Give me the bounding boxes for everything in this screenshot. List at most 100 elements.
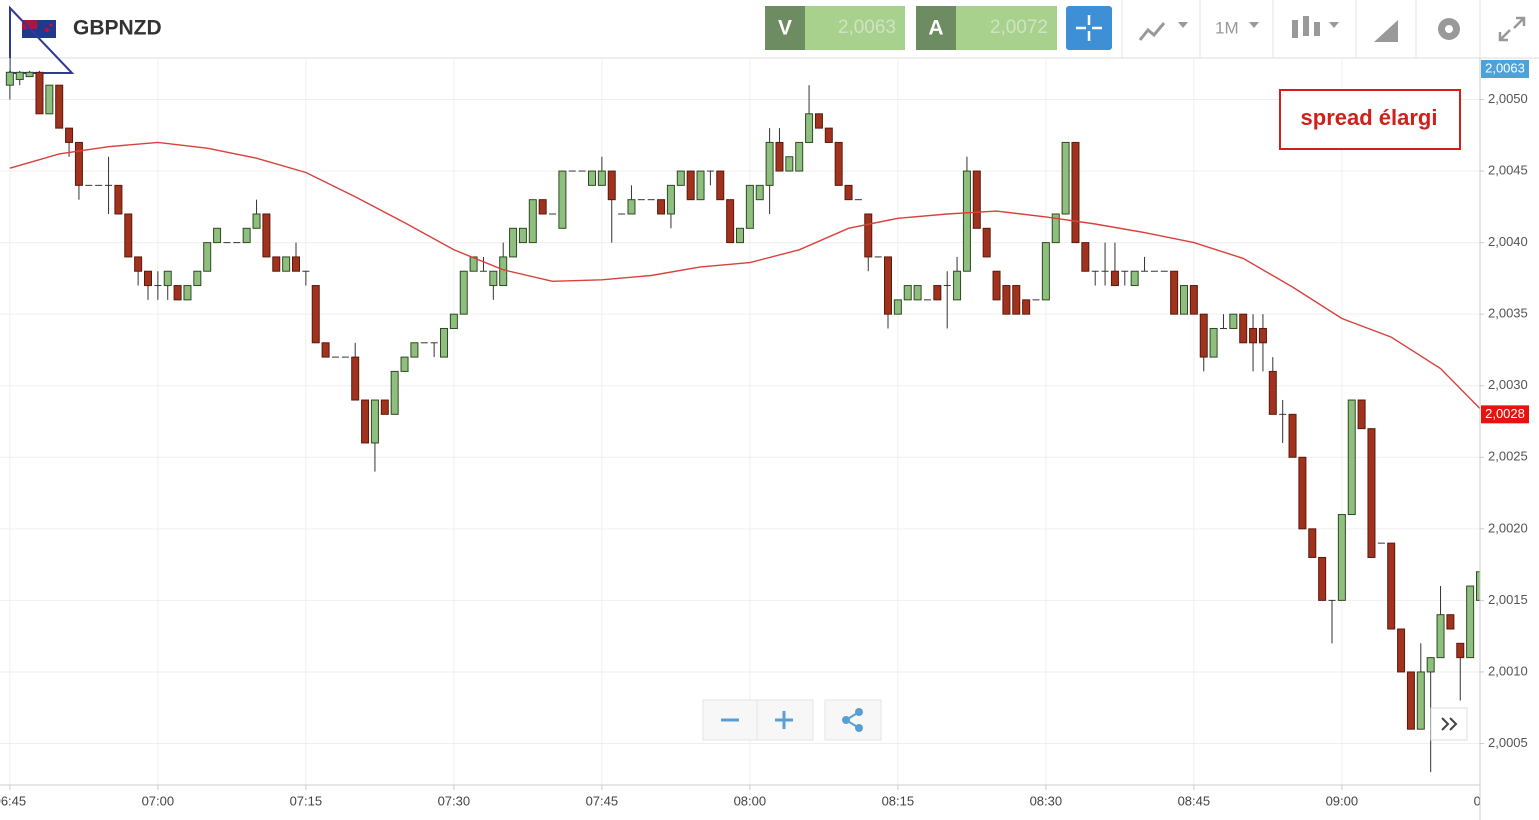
candle-body	[1002, 285, 1011, 315]
candle-body	[311, 285, 320, 344]
flag	[22, 20, 56, 38]
candle-body	[15, 71, 24, 80]
candle-body	[1209, 327, 1218, 358]
candle-body	[696, 170, 705, 201]
y-tick-label: 2,0015	[1488, 592, 1528, 607]
candle-body	[242, 227, 251, 244]
collapse-button[interactable]	[1498, 16, 1526, 42]
x-tick-label: 08:30	[1030, 793, 1063, 808]
candle-body	[745, 184, 754, 229]
x-tick-label: 08:15	[882, 793, 915, 808]
candle-body	[1466, 585, 1475, 659]
candle-body	[834, 141, 843, 186]
scroll-right[interactable]	[1441, 717, 1458, 731]
candle-body	[440, 327, 448, 358]
candle-body	[1258, 327, 1267, 344]
candle-body	[676, 170, 685, 186]
candle-body	[913, 285, 922, 301]
candle-body	[657, 199, 666, 215]
x-tick-label: 07:30	[438, 793, 471, 808]
candle-body	[755, 184, 764, 201]
plot	[0, 58, 1480, 785]
draw-button[interactable]	[1374, 20, 1398, 42]
sell-button[interactable]: V 2,0063	[765, 6, 905, 50]
period-button[interactable]: 1M	[1215, 18, 1259, 37]
candle-body	[5, 71, 14, 86]
ma-label: 2,0028	[1485, 406, 1525, 421]
candle-body	[282, 256, 291, 272]
candle-body	[893, 299, 902, 315]
candle-body	[775, 141, 784, 172]
symbol: GBPNZD	[73, 17, 162, 40]
candle-body	[55, 84, 64, 129]
x-tick-label: 08:45	[1178, 793, 1211, 808]
buy-price: 2,0072	[990, 17, 1048, 38]
buy-letter: A	[928, 17, 943, 40]
candle-body	[814, 113, 823, 129]
ma-label-box	[1481, 405, 1529, 424]
candle-body	[1189, 285, 1198, 315]
candle-body	[1347, 399, 1356, 516]
candle-body	[65, 127, 74, 143]
candle-body	[1229, 313, 1238, 329]
candle-body	[1337, 514, 1346, 601]
period: 1M	[1215, 18, 1239, 37]
zoom-controls	[702, 699, 1468, 741]
y-tick-label: 2,0050	[1488, 91, 1528, 106]
candle-body	[1367, 428, 1376, 558]
chart-type-button[interactable]	[1138, 22, 1188, 41]
candle-body	[173, 285, 182, 301]
candle-body	[272, 256, 281, 272]
candle-body	[1298, 456, 1307, 530]
candle-body	[321, 342, 330, 358]
candle-body	[1130, 270, 1139, 287]
x-axis: 06:45 07:00 07:15 07:30 07:45 08:00 08:15 08:30…	[0, 785, 1480, 808]
share[interactable]	[842, 708, 863, 732]
y-tick-label: 2,0020	[1488, 520, 1528, 535]
candle-body	[716, 170, 725, 201]
y-tick-label: 2,0030	[1488, 377, 1528, 392]
y-tick-label: 2,0005	[1488, 735, 1528, 750]
candle-body	[1199, 313, 1208, 358]
bid-label-box	[1481, 60, 1529, 78]
candle-body	[558, 170, 567, 229]
y-tick-label: 2,0025	[1488, 449, 1528, 464]
candle-body	[1436, 614, 1445, 659]
candle-body	[1426, 657, 1435, 673]
candle-body	[607, 170, 616, 201]
candle-body	[292, 256, 300, 272]
candle-body	[499, 256, 508, 287]
candle-body	[1406, 671, 1415, 730]
candle-body	[183, 285, 192, 301]
candle-body	[380, 399, 389, 415]
candle-body	[144, 270, 152, 287]
candle-body	[1051, 213, 1060, 244]
bid-label: 2,0063	[1485, 60, 1525, 75]
candle-body	[864, 213, 873, 258]
candle-body	[824, 127, 833, 143]
zoom-in[interactable]	[775, 711, 793, 729]
candle-body	[844, 184, 853, 201]
crosshair-button[interactable]	[1066, 6, 1112, 50]
candle-body	[390, 370, 399, 415]
candle-body	[1397, 628, 1406, 673]
x-tick-label: 07:00	[142, 793, 175, 808]
x-tick-label: 08:00	[734, 793, 767, 808]
candle-button[interactable]	[1292, 16, 1339, 38]
candle-body	[114, 184, 123, 215]
zoom-bar	[702, 699, 814, 741]
candle-body	[627, 199, 636, 215]
x-tick-label: 06:45	[0, 793, 26, 808]
candle-body	[795, 141, 804, 172]
candle-body	[1288, 413, 1297, 458]
candle-body	[1268, 370, 1277, 415]
candle-body	[449, 313, 458, 329]
candle-body	[1180, 285, 1188, 315]
candle-body	[903, 285, 912, 301]
settings-button[interactable]	[1438, 18, 1460, 40]
candle-body	[45, 84, 54, 115]
candle-body	[962, 170, 971, 272]
buy-button[interactable]: A 2,0072	[916, 6, 1057, 50]
candle-body	[1308, 528, 1317, 558]
